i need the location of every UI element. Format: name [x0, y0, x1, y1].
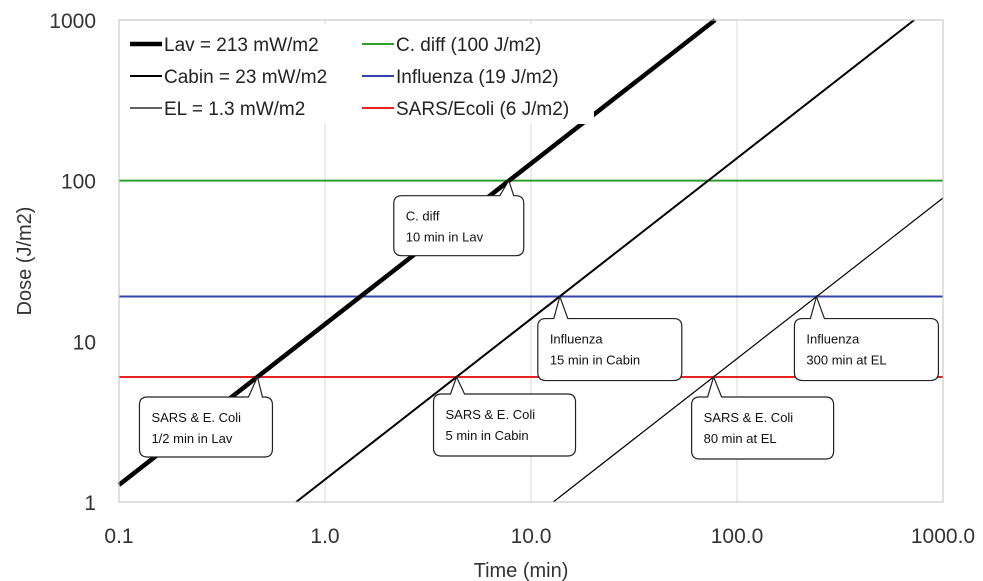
- callout-text: SARS & E. Coli: [151, 410, 241, 425]
- callout: Influenza 15 min in Cabin: [537, 294, 683, 382]
- callout-text: 5 min in Cabin: [446, 428, 529, 443]
- callout-box: [537, 294, 683, 382]
- x-tick-label: 100.0: [711, 525, 764, 548]
- callouts: C. diff 10 min in Lav Influenza 15 min in C…: [138, 179, 940, 460]
- x-axis-title: Time (min): [474, 560, 569, 581]
- callout-text: 10 min in Lav: [406, 230, 484, 245]
- x-tick-label: 0.1: [104, 525, 133, 548]
- x-tick-label: 1.0: [310, 525, 339, 548]
- callout-text: 300 min at EL: [806, 353, 886, 368]
- callout-box: [793, 294, 940, 382]
- legend-label: SARS/Ecoli (6 J/m2): [396, 99, 569, 120]
- callout-text: C. diff: [406, 209, 440, 224]
- dose-line: [552, 197, 944, 503]
- y-tick-label: 1000: [49, 10, 96, 33]
- callout-box: [691, 375, 835, 460]
- callout-box: [393, 179, 525, 257]
- callout: SARS & E. Coli 80 min at EL: [691, 375, 835, 460]
- callout: SARS & E. Coli 1/2 min in Lav: [138, 375, 274, 458]
- callout-text: SARS & E. Coli: [446, 407, 536, 422]
- plot-area-border: [118, 19, 944, 503]
- callout-text: SARS & E. Coli: [704, 410, 794, 425]
- callout-text: 1/2 min in Lav: [151, 431, 232, 446]
- legend-label: Influenza (19 J/m2): [396, 67, 559, 88]
- callout: C. diff 10 min in Lav: [393, 179, 525, 257]
- legend-label: Lav = 213 mW/m2: [164, 35, 319, 56]
- callout-text: 15 min in Cabin: [550, 353, 640, 368]
- legend: Lav = 213 mW/m2 Cabin = 23 mW/m2 EL = 1.3 …: [124, 24, 594, 124]
- y-tick-label: 1: [84, 492, 96, 515]
- x-tick-label: 1000.0: [911, 525, 975, 548]
- legend-label: C. diff (100 J/m2): [396, 35, 541, 56]
- legend-label: Cabin = 23 mW/m2: [164, 67, 327, 88]
- callout-text: Influenza: [806, 332, 860, 347]
- callout: Influenza 300 min at EL: [793, 294, 940, 382]
- x-tick-label: 10.0: [511, 525, 552, 548]
- legend-background: [124, 24, 594, 124]
- y-tick-label: 10: [73, 331, 96, 354]
- legend-label: EL = 1.3 mW/m2: [164, 99, 305, 120]
- axes: 0.1 1.0 10.0 100.0 1000.0 1 10 100 1000: [49, 10, 975, 548]
- callout: SARS & E. Coli 5 min in Cabin: [432, 375, 577, 457]
- y-axis-title: Dose (J/m2): [14, 207, 36, 316]
- y-tick-label: 100: [61, 171, 96, 194]
- callout-text: Influenza: [550, 332, 604, 347]
- callout-text: 80 min at EL: [704, 431, 777, 446]
- dose-line: [295, 19, 915, 503]
- callout-box: [432, 375, 577, 457]
- callout-box: [138, 375, 274, 458]
